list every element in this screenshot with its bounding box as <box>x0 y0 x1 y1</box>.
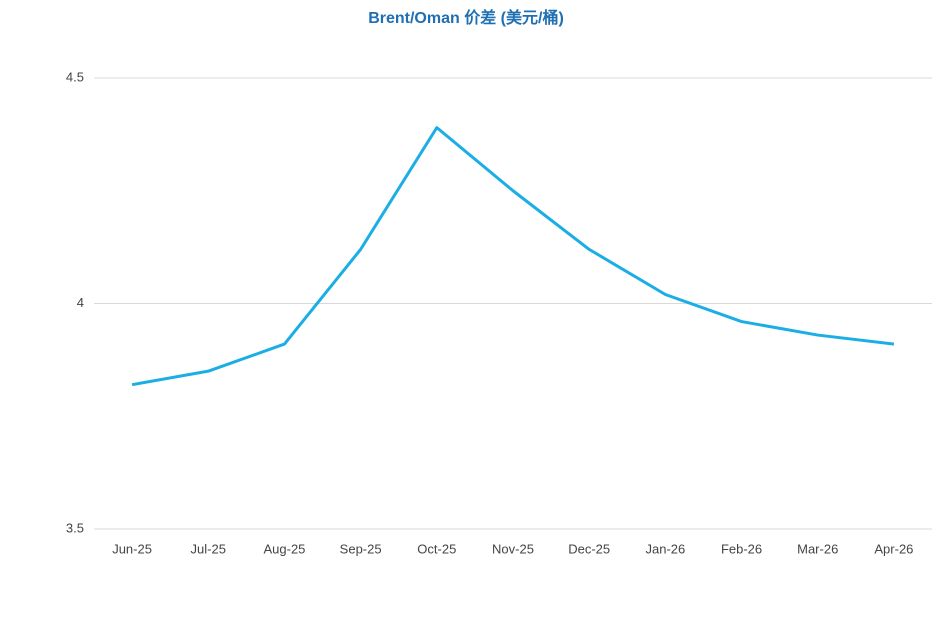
y-tick-label: 4 <box>77 295 84 310</box>
x-tick-label: Jan-26 <box>645 541 685 556</box>
x-tick-label: Sep-25 <box>340 541 382 556</box>
x-tick-label: Nov-25 <box>492 541 534 556</box>
y-tick-label: 3.5 <box>66 520 84 535</box>
x-tick-label: Feb-26 <box>721 541 762 556</box>
x-tick-label: Jul-25 <box>191 541 226 556</box>
x-tick-label: Dec-25 <box>568 541 610 556</box>
data-line <box>131 126 895 387</box>
x-tick-label: Jun-25 <box>112 541 152 556</box>
y-tick-label: 4.5 <box>66 69 84 84</box>
x-tick-label: Aug-25 <box>263 541 305 556</box>
chart-title: Brent/Oman 价差 (美元/桶) <box>368 8 564 27</box>
x-tick-label: Oct-25 <box>417 541 456 556</box>
x-tick-label: Mar-26 <box>797 541 838 556</box>
x-tick-label: Apr-26 <box>874 541 913 556</box>
